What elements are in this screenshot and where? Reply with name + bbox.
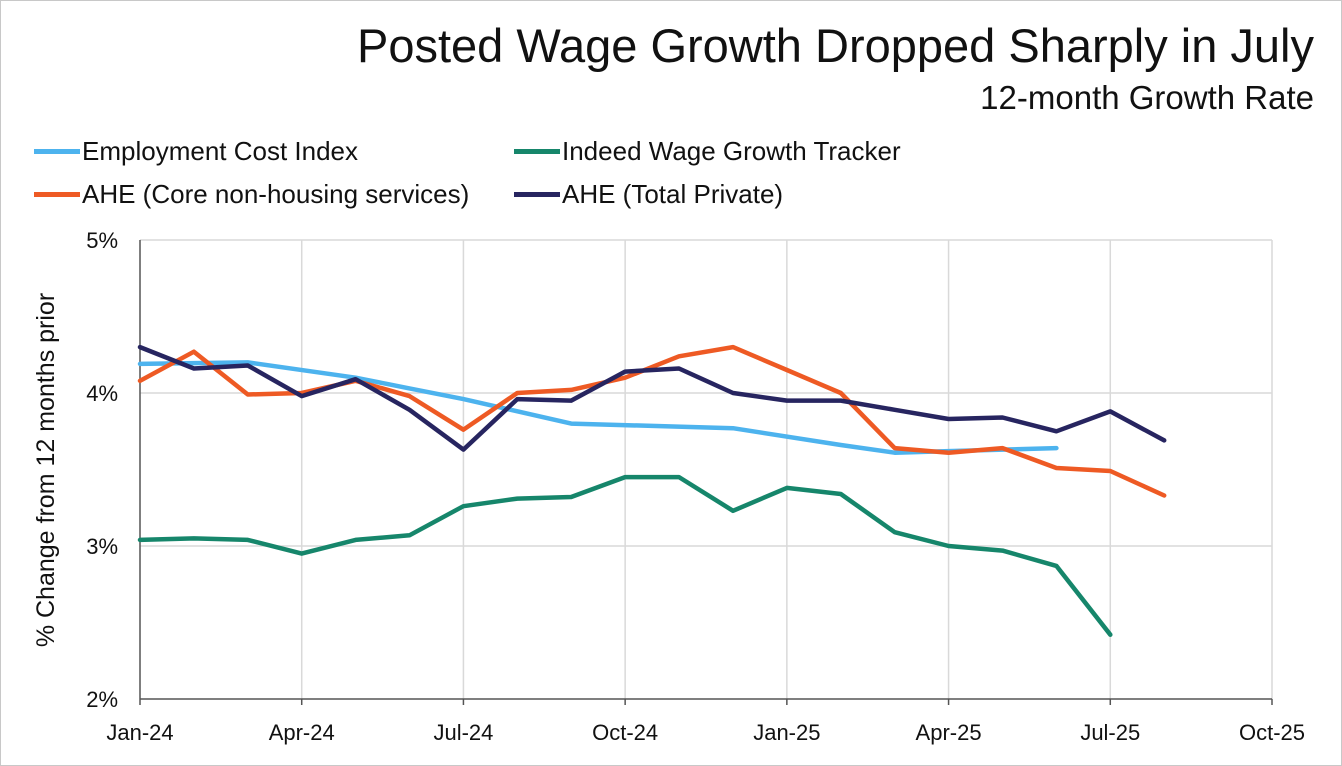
legend-item-ahe-total[interactable]: AHE (Total Private) bbox=[514, 179, 783, 209]
x-tick-label: Jul-24 bbox=[433, 720, 493, 745]
x-tick-label: Oct-24 bbox=[592, 720, 658, 745]
series-line-ahe-total[interactable] bbox=[137, 344, 1167, 452]
y-tick-label: 3% bbox=[86, 534, 118, 559]
legend-item-eci[interactable]: Employment Cost Index bbox=[34, 136, 358, 166]
legend-swatch-ahe-core bbox=[34, 191, 80, 197]
series-line-indeed[interactable] bbox=[137, 474, 1113, 637]
series-line-eci[interactable] bbox=[137, 360, 1059, 455]
legend-label-indeed: Indeed Wage Growth Tracker bbox=[562, 136, 901, 166]
x-tick-label: Jan-25 bbox=[753, 720, 820, 745]
x-tick-label: Oct-25 bbox=[1239, 720, 1305, 745]
x-tick-label: Apr-25 bbox=[916, 720, 982, 745]
y-tick-label: 4% bbox=[86, 381, 118, 406]
legend-label-ahe-total: AHE (Total Private) bbox=[562, 179, 784, 209]
chart-title: Posted Wage Growth Dropped Sharply in Ju… bbox=[356, 19, 1314, 72]
legend-swatch-ahe-total bbox=[514, 191, 560, 197]
legend-item-ahe-core[interactable]: AHE (Core non-housing services) bbox=[34, 179, 469, 209]
x-tick-label: Jul-25 bbox=[1080, 720, 1140, 745]
chart-subtitle: 12-month Growth Rate bbox=[980, 79, 1314, 116]
y-axis-title: % Change from 12 months prior bbox=[32, 293, 60, 647]
x-tick-label: Jan-24 bbox=[106, 720, 173, 745]
legend-swatch-eci bbox=[34, 148, 80, 154]
legend-swatch-indeed bbox=[514, 148, 560, 154]
x-tick-label: Apr-24 bbox=[269, 720, 335, 745]
y-tick-label: 2% bbox=[86, 687, 118, 712]
legend-item-indeed[interactable]: Indeed Wage Growth Tracker bbox=[514, 136, 901, 166]
y-tick-label: 5% bbox=[86, 228, 118, 253]
legend-label-ahe-core: AHE (Core non-housing services) bbox=[82, 179, 470, 209]
legend-label-eci: Employment Cost Index bbox=[82, 136, 359, 166]
